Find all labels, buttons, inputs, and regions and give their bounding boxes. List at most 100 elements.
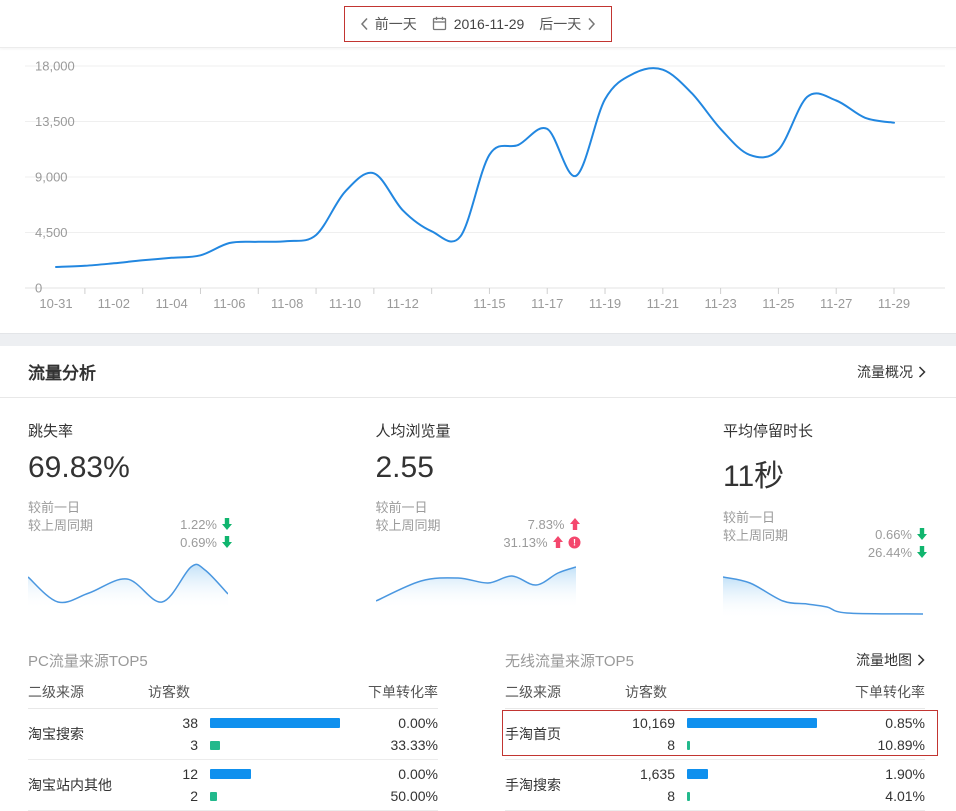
source-name: 手淘首页: [505, 726, 561, 742]
conversion-rate-1: 0.00%: [398, 715, 438, 731]
buyer-count-bar: [687, 791, 690, 801]
metric-card: 人均浏览量 2.55 较前一日 较上周同期 7.83% 31.13%!: [375, 420, 581, 619]
alert-icon: !: [568, 536, 580, 548]
svg-text:11-12: 11-12: [387, 296, 419, 311]
table-header-row: 二级来源 访客数 下单转化率: [28, 675, 438, 709]
traffic-source-table: 无线流量来源TOP5 流量地图 二级来源 访客数 下单转化率 手淘首页 10,1…: [502, 647, 938, 811]
prev-day-button[interactable]: 前一天: [360, 14, 417, 34]
traffic-map-link-label: 流量地图: [856, 652, 912, 668]
column-header-visitors: 访客数: [625, 683, 667, 700]
sparkline-chart: [375, 566, 576, 609]
top-bar: 前一天 2016-11-29 后一天: [0, 0, 956, 48]
svg-text:11-19: 11-19: [589, 296, 621, 311]
svg-text:!: !: [573, 537, 576, 547]
compare-values: 1.22% 0.69%: [180, 515, 233, 551]
next-day-label: 后一天: [539, 15, 582, 32]
metric-card: 平均停留时长 11秒 较前一日 较上周同期 0.66% 26.44%: [723, 420, 928, 619]
conversion-rate-2: 4.01%: [885, 788, 925, 804]
svg-text:11-06: 11-06: [213, 296, 245, 311]
chevron-right-icon: [918, 365, 926, 378]
compare-label-prev-week: 较上周同期: [28, 518, 94, 533]
date-picker[interactable]: 2016-11-29: [432, 16, 524, 32]
compare-value: 31.13%: [503, 534, 548, 550]
svg-text:11-15: 11-15: [473, 296, 505, 311]
buyer-count: 8: [667, 737, 675, 753]
svg-text:11-02: 11-02: [98, 296, 130, 311]
compare-label-prev-day: 较前一日: [723, 510, 776, 525]
table-row[interactable]: 手淘搜索 1,635 1.90% 8 4.01%: [505, 760, 925, 811]
metric-value: 69.83%: [28, 451, 130, 484]
compare-values: 7.83% 31.13%!: [503, 515, 580, 551]
metric-title: 人均浏览量: [375, 423, 451, 440]
prev-day-label: 前一天: [374, 15, 417, 32]
section-title: 流量分析: [28, 364, 96, 383]
column-header-conversion: 下单转化率: [368, 683, 438, 700]
svg-text:11-21: 11-21: [647, 296, 679, 311]
column-header-conversion: 下单转化率: [855, 683, 925, 700]
arrow-up-icon: [552, 536, 563, 548]
buyer-count-bar: [687, 740, 690, 750]
date-navigation: 前一天 2016-11-29 后一天: [343, 5, 613, 42]
compare-value: 7.83%: [527, 516, 565, 532]
table-row[interactable]: 淘宝搜索 38 0.00% 3 33.33%: [28, 709, 438, 760]
table-row[interactable]: 淘宝站内其他 12 0.00% 2 50.00%: [28, 760, 438, 811]
source-name: 手淘搜索: [505, 777, 561, 793]
svg-text:11-04: 11-04: [155, 296, 187, 311]
traffic-trend-chart-section: 0 4,500 9,000 13,500 18,000 10-31 11-02 11-04 11…: [0, 48, 956, 333]
conversion-rate-2: 10.89%: [877, 737, 925, 753]
visitor-count: 1,635: [639, 766, 675, 782]
svg-text:11-17: 11-17: [531, 296, 563, 311]
compare-label-prev-day: 较前一日: [375, 500, 428, 515]
visitor-count: 12: [182, 766, 198, 782]
svg-text:13,500: 13,500: [35, 114, 75, 129]
traffic-source-tables: PC流量来源TOP5 二级来源 访客数 下单转化率 淘宝搜索 38 0.00% …: [0, 619, 956, 811]
calendar-icon: [432, 16, 446, 31]
svg-text:0: 0: [35, 281, 42, 296]
compare-value-row: 7.83%: [503, 515, 580, 533]
compare-value-row: 31.13%!: [503, 533, 580, 551]
compare-value: 0.66%: [875, 526, 912, 542]
arrow-down-icon: [917, 528, 927, 540]
traffic-trend-line-chart: 0 4,500 9,000 13,500 18,000 10-31 11-02 11-04 11…: [25, 59, 945, 311]
next-day-button[interactable]: 后一天: [539, 14, 596, 34]
arrow-up-icon: [569, 518, 580, 530]
traffic-map-link[interactable]: 流量地图: [856, 650, 925, 670]
column-header-visitors: 访客数: [148, 683, 190, 700]
compare-value-row: 1.22%: [180, 515, 233, 533]
buyer-count-bar: [210, 791, 217, 801]
traffic-source-table: PC流量来源TOP5 二级来源 访客数 下单转化率 淘宝搜索 38 0.00% …: [28, 647, 438, 811]
source-name: 淘宝搜索: [28, 726, 84, 742]
metric-value: 11秒: [723, 460, 785, 493]
svg-text:9,000: 9,000: [35, 170, 68, 185]
traffic-overview-link[interactable]: 流量概况: [857, 362, 926, 382]
table-title: 无线流量来源TOP5: [505, 652, 634, 670]
visitor-count-bar: [687, 718, 817, 728]
metric-title: 平均停留时长: [723, 423, 814, 440]
buyer-count: 3: [190, 737, 198, 753]
svg-text:11-23: 11-23: [704, 296, 736, 311]
conversion-rate-1: 1.90%: [885, 766, 925, 782]
svg-text:11-27: 11-27: [820, 296, 852, 311]
metric-comparison: 较前一日 较上周同期 7.83% 31.13%!: [376, 499, 581, 551]
compare-value: 26.44%: [867, 544, 912, 560]
table-row[interactable]: 手淘首页 10,169 0.85% 8 10.89%: [502, 709, 938, 760]
svg-text:11-25: 11-25: [762, 296, 794, 311]
table-title: PC流量来源TOP5: [28, 652, 148, 670]
arrow-down-icon: [222, 536, 232, 548]
metric-cards: 跳失率 69.83% 较前一日 较上周同期 1.22% 0.69% 人均浏览量 2…: [0, 398, 956, 619]
metric-card: 跳失率 69.83% 较前一日 较上周同期 1.22% 0.69%: [28, 420, 233, 619]
conversion-rate-1: 0.85%: [885, 715, 925, 731]
buyer-count: 2: [190, 788, 198, 804]
compare-label-prev-week: 较上周同期: [375, 518, 441, 533]
visitor-count: 38: [182, 715, 198, 731]
metric-title: 跳失率: [28, 423, 74, 440]
buyer-count-bar: [210, 740, 220, 750]
compare-value: 1.22%: [180, 516, 217, 532]
arrow-down-icon: [222, 518, 232, 530]
sparkline-chart: [28, 563, 228, 609]
column-header-source: 二级来源: [505, 683, 561, 700]
visitor-count-bar: [210, 718, 340, 728]
svg-text:11-10: 11-10: [329, 296, 361, 311]
buyer-count: 8: [667, 788, 675, 804]
chevron-left-icon: [360, 17, 368, 30]
